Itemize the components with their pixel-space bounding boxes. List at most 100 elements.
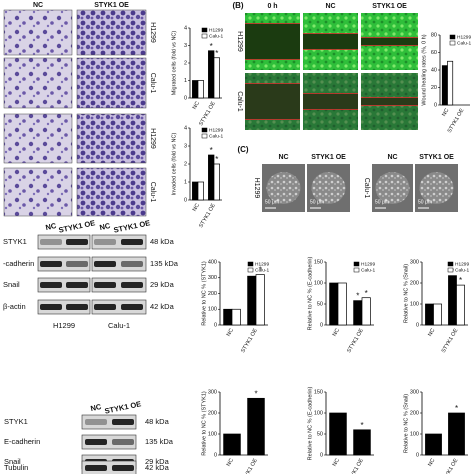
- cell-line-label: H1299: [53, 321, 75, 330]
- row-label: H1299: [149, 128, 156, 149]
- kda-label: 135 kDa: [145, 437, 174, 446]
- row-label: Calu-1: [149, 182, 156, 203]
- legend-label: Calu-1: [457, 40, 471, 46]
- x-tick-label: STYK1 OE: [346, 457, 365, 474]
- band: [40, 304, 62, 310]
- panel-label: (C): [237, 145, 248, 154]
- significance: *: [455, 404, 458, 413]
- column-label: STYK1 OE: [311, 154, 346, 161]
- column-label: NC: [33, 2, 43, 9]
- band: [66, 304, 88, 310]
- bar: [433, 303, 442, 326]
- blot-strip: [37, 234, 91, 250]
- y-tick-label: 0: [214, 322, 217, 328]
- y-tick-label: 200: [208, 410, 217, 416]
- bar: [447, 60, 454, 106]
- x-tick-label: NC: [441, 108, 450, 118]
- legend-label: Calu-1: [209, 133, 223, 139]
- legend-swatch: [247, 267, 254, 273]
- significance: *: [215, 49, 218, 58]
- bar: [247, 397, 265, 456]
- legend-swatch: [201, 33, 208, 39]
- bar: [361, 297, 371, 326]
- y-tick-label: 300: [208, 389, 217, 395]
- kda-label: 48 kDa: [150, 237, 175, 246]
- y-tick-label: 100: [410, 301, 419, 307]
- colony: [419, 172, 454, 204]
- band: [66, 239, 88, 245]
- bar: [425, 433, 442, 456]
- bar: [448, 412, 465, 456]
- y-tick-label: 100: [208, 307, 217, 313]
- y-tick-label: 2: [184, 161, 187, 167]
- band: [121, 239, 143, 245]
- y-tick-label: 100: [410, 431, 419, 437]
- kda-label: 29 kDa: [150, 280, 175, 289]
- panel-label: (B): [232, 1, 243, 10]
- x-tick-label: STYK1 OE: [198, 202, 217, 229]
- y-axis-label: Relative to NC % (STYK1): [201, 391, 207, 456]
- scale-bar-label: 50 μm: [375, 199, 389, 205]
- colony: [266, 172, 301, 204]
- bar: [441, 65, 448, 106]
- x-tick-label: STYK1 OE: [441, 457, 460, 474]
- protein-label: STYK1: [3, 237, 27, 246]
- scale-bar-label: 50 μm: [418, 199, 432, 205]
- band: [121, 261, 143, 267]
- legend-swatch: [247, 261, 254, 267]
- y-tick-label: 100: [314, 280, 323, 286]
- column-label: STYK1 OE: [104, 399, 142, 416]
- micrograph: [76, 9, 147, 56]
- bar: [329, 412, 347, 456]
- blot-strip: [37, 277, 91, 293]
- y-tick-label: 80: [431, 32, 437, 38]
- band: [112, 419, 134, 425]
- kda-label: 42 kDa: [145, 463, 170, 472]
- scratch: [245, 83, 300, 120]
- column-label: STYK1 OE: [419, 154, 454, 161]
- legend-label: Calu-1: [361, 267, 375, 273]
- bar: [456, 284, 465, 326]
- band: [40, 239, 62, 245]
- x-tick-label: NC: [427, 328, 436, 338]
- blot-strip: [91, 234, 147, 250]
- legend-label: H1299: [209, 27, 223, 33]
- x-tick-label: STYK1 OE: [240, 327, 259, 354]
- bar: [425, 303, 434, 326]
- bar: [192, 181, 199, 201]
- x-tick-label: STYK1 OE: [198, 100, 217, 127]
- micrograph: [76, 57, 147, 109]
- blot-strip: [91, 256, 147, 272]
- scratch: [245, 23, 300, 60]
- band: [66, 261, 88, 267]
- x-tick-label: NC: [192, 203, 201, 213]
- band: [121, 304, 143, 310]
- y-axis-label: Migrated cells (fold vs NC): [171, 31, 177, 96]
- bar: [247, 275, 257, 326]
- y-axis-label: Relative to NC % (STYK1): [201, 261, 207, 326]
- y-tick-label: 2: [184, 60, 187, 66]
- scratch: [361, 37, 418, 46]
- band: [85, 419, 107, 425]
- band: [112, 465, 134, 471]
- y-tick-label: 150: [314, 389, 323, 395]
- significance: *: [459, 276, 462, 285]
- micrograph: [76, 113, 147, 164]
- bar: [353, 300, 363, 326]
- cell-line-label: Calu-1: [108, 321, 130, 330]
- band: [94, 239, 116, 245]
- significance: *: [259, 266, 262, 275]
- blot-strip: [81, 434, 137, 450]
- y-tick-label: 3: [184, 143, 187, 149]
- row-label: H1299: [149, 22, 156, 43]
- y-tick-label: 4: [184, 25, 187, 31]
- legend-label: H1299: [455, 261, 469, 267]
- kda-label: 42 kDa: [150, 302, 175, 311]
- significance: *: [210, 146, 213, 155]
- significance: *: [215, 155, 218, 164]
- y-axis-label: Invaded cells (fold vs NC): [171, 133, 177, 196]
- protein-label: β-actin: [3, 302, 26, 311]
- x-tick-label: NC: [192, 101, 201, 111]
- legend-swatch: [353, 267, 360, 273]
- micrograph: [3, 113, 73, 164]
